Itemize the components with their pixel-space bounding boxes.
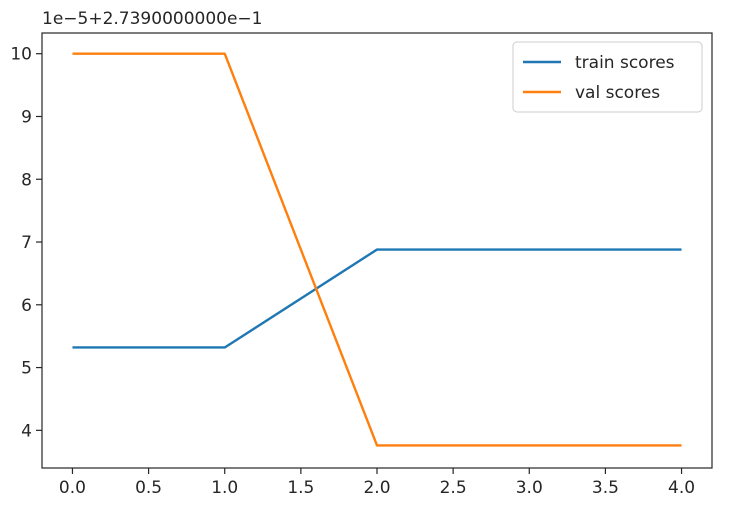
x-axis-ticks: 0.0 0.5 1.0 1.5 2.0 2.5 3.0 3.5 4.0 bbox=[59, 468, 695, 498]
legend-label: val scores bbox=[575, 83, 660, 103]
y-tick-label: 6 bbox=[21, 296, 32, 316]
x-tick-label: 3.0 bbox=[516, 478, 543, 498]
y-tick-label: 4 bbox=[21, 421, 32, 441]
x-tick-label: 3.5 bbox=[592, 478, 619, 498]
x-tick-label: 0.5 bbox=[135, 478, 162, 498]
x-tick-label: 1.0 bbox=[211, 478, 238, 498]
legend: train scores val scores bbox=[512, 41, 703, 113]
series-line-val-scores bbox=[72, 52, 682, 447]
y-tick-label: 5 bbox=[21, 359, 32, 379]
x-tick-label: 4.0 bbox=[668, 478, 695, 498]
y-tick-label: 10 bbox=[10, 45, 32, 65]
y-tick-label: 8 bbox=[21, 170, 32, 190]
legend-label: train scores bbox=[575, 53, 675, 73]
y-tick-label: 7 bbox=[21, 233, 32, 253]
y-axis-offset-text: 1e−5+2.7390000000e−1 bbox=[42, 9, 262, 29]
x-tick-label: 0.0 bbox=[59, 478, 86, 498]
x-tick-label: 1.5 bbox=[287, 478, 314, 498]
legend-box bbox=[512, 41, 703, 113]
series-layer bbox=[72, 52, 682, 447]
series-line-train-scores bbox=[72, 248, 682, 349]
x-tick-label: 2.5 bbox=[440, 478, 467, 498]
y-tick-label: 9 bbox=[21, 107, 32, 127]
y-axis-ticks: 4 5 6 7 8 9 10 bbox=[10, 45, 42, 441]
x-tick-label: 2.0 bbox=[363, 478, 390, 498]
